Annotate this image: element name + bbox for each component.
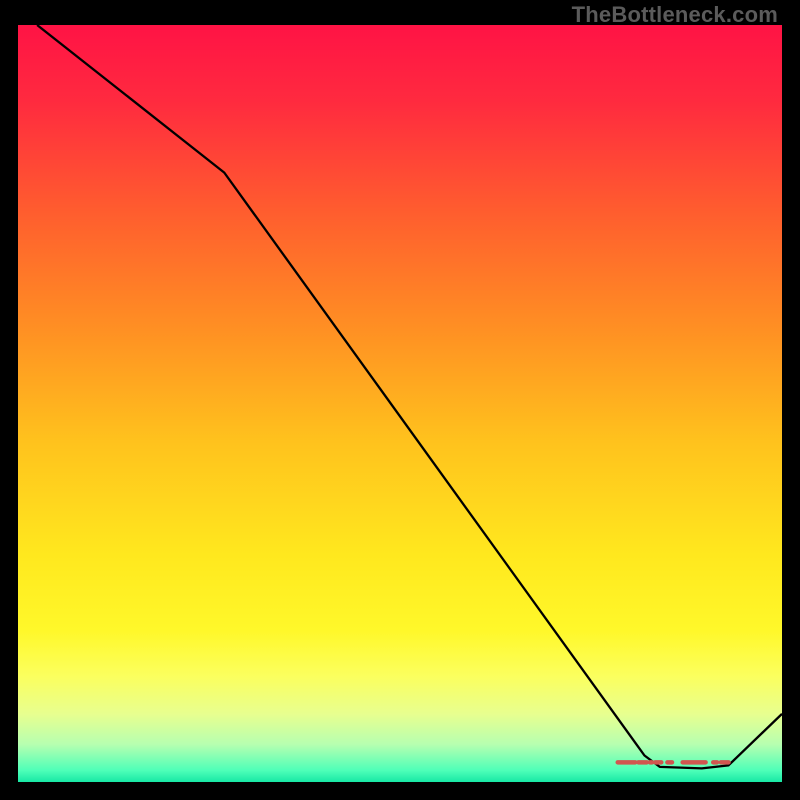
bottleneck-chart: [0, 0, 800, 800]
gradient-plot-background: [18, 25, 782, 782]
watermark-text: TheBottleneck.com: [572, 2, 778, 28]
chart-container: { "watermark": { "text": "TheBottleneck.…: [0, 0, 800, 800]
